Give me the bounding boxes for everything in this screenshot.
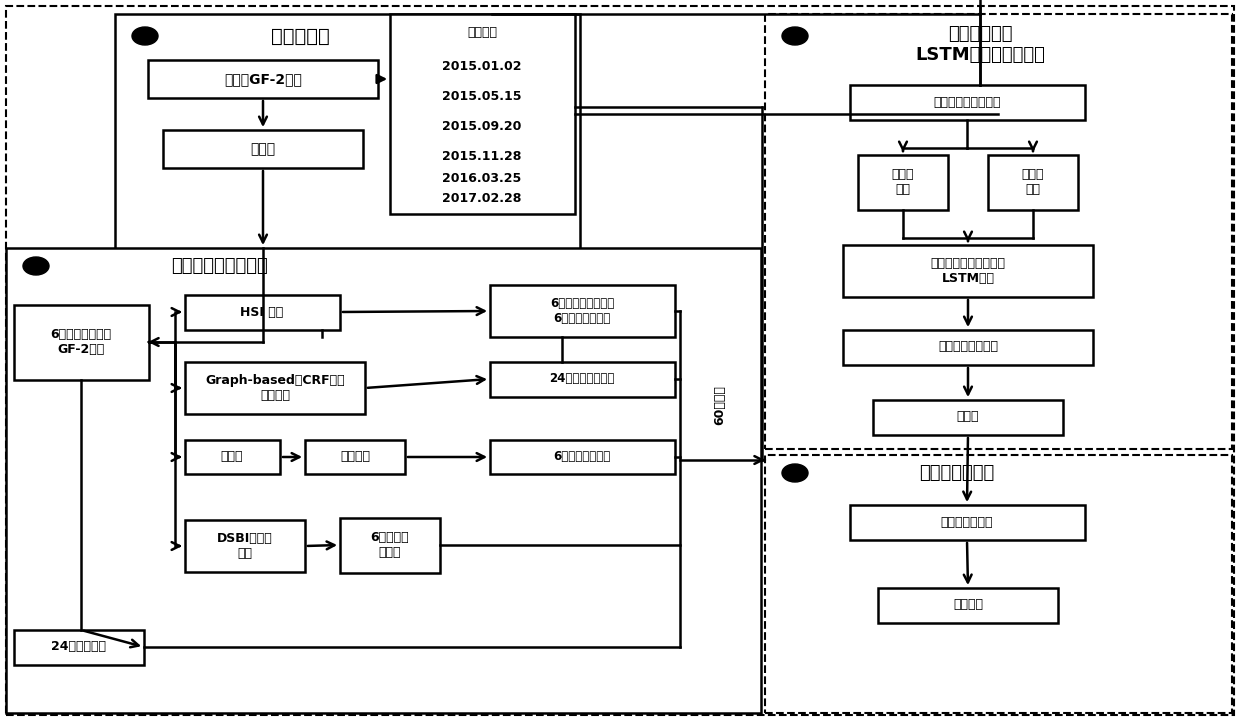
- Text: 建筑物粗提取结果: 建筑物粗提取结果: [937, 340, 998, 353]
- Ellipse shape: [131, 27, 157, 45]
- Text: 多时相建筑物特征集: 多时相建筑物特征集: [934, 95, 1001, 108]
- Bar: [305, 440, 405, 474]
- Text: 建筑物
样本: 建筑物 样本: [892, 168, 914, 196]
- Text: Graph-based与CRF结合
分割图像: Graph-based与CRF结合 分割图像: [205, 374, 345, 402]
- Text: 6景多时相预处理
GF-2图像: 6景多时相预处理 GF-2图像: [51, 328, 112, 356]
- Bar: [148, 60, 378, 98]
- Bar: [873, 400, 1063, 435]
- Text: 最佳单元数量的多特征
LSTM网络: 最佳单元数量的多特征 LSTM网络: [930, 257, 1006, 285]
- Ellipse shape: [782, 464, 808, 482]
- Text: DSBI建筑物
指数: DSBI建筑物 指数: [217, 532, 273, 560]
- Text: 2016.03.25: 2016.03.25: [443, 172, 522, 185]
- Bar: [115, 14, 580, 249]
- Text: 预处理: 预处理: [250, 142, 275, 156]
- Text: 后处理: 后处理: [957, 410, 980, 423]
- Text: 多时相GF-2数据: 多时相GF-2数据: [224, 72, 301, 86]
- Bar: [988, 155, 1078, 210]
- Bar: [765, 14, 1233, 449]
- Text: 精度分析与讨论: 精度分析与讨论: [919, 464, 994, 482]
- Text: 2015.01.02: 2015.01.02: [443, 60, 522, 73]
- Bar: [185, 362, 365, 414]
- Text: 基于最佳单元: 基于最佳单元: [947, 25, 1012, 43]
- Bar: [185, 520, 305, 572]
- Text: LSTM网络建筑物提取: LSTM网络建筑物提取: [915, 46, 1045, 64]
- Text: 多时相建筑特征提取: 多时相建筑特征提取: [171, 257, 268, 275]
- Bar: [843, 245, 1092, 297]
- Text: 建筑物
标签: 建筑物 标签: [1022, 168, 1044, 196]
- Text: 24个形状特征波段: 24个形状特征波段: [549, 373, 615, 386]
- Text: 建筑物提取结果: 建筑物提取结果: [941, 516, 993, 528]
- Text: 6个饱和度特征波段
6个亮度特征波段: 6个饱和度特征波段 6个亮度特征波段: [549, 297, 614, 325]
- Bar: [162, 130, 363, 168]
- Bar: [849, 505, 1085, 540]
- Text: 24个光谱特征: 24个光谱特征: [52, 640, 107, 653]
- Bar: [14, 305, 149, 380]
- Text: HSI 变换: HSI 变换: [241, 306, 284, 319]
- Text: 精度分析: 精度分析: [954, 598, 983, 611]
- Bar: [6, 248, 761, 713]
- Bar: [490, 285, 675, 337]
- Bar: [490, 440, 675, 474]
- Bar: [14, 630, 144, 665]
- Text: 2015.09.20: 2015.09.20: [443, 120, 522, 133]
- Text: 6个指数特
征波段: 6个指数特 征波段: [371, 531, 409, 559]
- Text: 6个纹理特征波段: 6个纹理特征波段: [553, 451, 610, 464]
- Bar: [858, 155, 949, 210]
- Bar: [878, 588, 1058, 623]
- Text: 2015.05.15: 2015.05.15: [443, 89, 522, 102]
- Text: 小波变换: 小波变换: [340, 451, 370, 464]
- Ellipse shape: [24, 257, 50, 275]
- Bar: [340, 518, 440, 573]
- Text: 数据预处理: 数据预处理: [270, 27, 330, 45]
- Ellipse shape: [782, 27, 808, 45]
- Text: 观测时间: 观测时间: [467, 25, 497, 38]
- Text: 60个波段: 60个波段: [713, 385, 727, 425]
- Bar: [185, 295, 340, 330]
- Bar: [490, 362, 675, 397]
- Text: 2017.02.28: 2017.02.28: [443, 193, 522, 205]
- Text: 2015.11.28: 2015.11.28: [443, 149, 522, 162]
- Bar: [849, 85, 1085, 120]
- Bar: [391, 14, 575, 214]
- Bar: [843, 330, 1092, 365]
- Bar: [765, 455, 1233, 713]
- Text: 灰度化: 灰度化: [221, 451, 243, 464]
- Bar: [185, 440, 280, 474]
